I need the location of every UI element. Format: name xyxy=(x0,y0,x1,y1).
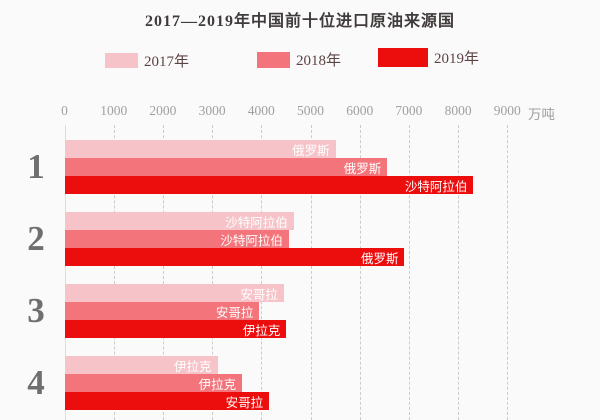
legend-item-2017: 2017年 xyxy=(105,50,189,71)
bar-country-label: 伊拉克 xyxy=(198,377,237,392)
axis-baseline xyxy=(64,125,66,420)
gridline xyxy=(162,125,164,420)
legend-swatch-2017 xyxy=(105,53,138,68)
legend-swatch-2018 xyxy=(257,51,290,68)
bar-country-label: 伊拉克 xyxy=(174,359,212,374)
rank-label: 3 xyxy=(27,291,45,330)
axis-tick: 2000 xyxy=(149,103,177,118)
bar-country-label: 安哥拉 xyxy=(225,395,264,410)
bar-2018: 安哥拉 xyxy=(65,302,260,320)
gridline xyxy=(261,125,263,420)
gridline xyxy=(458,125,460,420)
legend: 2017年 2018年 2019年 xyxy=(0,45,600,71)
gridline xyxy=(507,125,509,420)
axis-unit-label: 万吨 xyxy=(528,107,555,122)
bar-2018: 俄罗斯 xyxy=(65,158,388,176)
gridline xyxy=(310,125,312,420)
legend-item-2018: 2018年 xyxy=(257,49,341,70)
rank-label: 4 xyxy=(27,363,45,402)
bar-country-label: 伊拉克 xyxy=(242,323,281,338)
rank-label: 2 xyxy=(27,219,45,258)
x-axis: 0 1000 2000 3000 4000 5000 6000 7000 8000 9000 万吨 xyxy=(0,103,600,123)
gridline xyxy=(408,125,410,420)
gridline xyxy=(113,125,115,420)
bar-country-label: 安哥拉 xyxy=(215,305,254,320)
bar-2018: 伊拉克 xyxy=(65,374,243,392)
rank-label: 1 xyxy=(27,147,45,186)
legend-label-2017: 2017年 xyxy=(144,54,190,70)
axis-tick: 7000 xyxy=(395,103,423,118)
axis-tick: 6000 xyxy=(346,103,374,118)
bar-2018: 沙特阿拉伯 xyxy=(65,230,289,248)
legend-swatch-2019 xyxy=(378,48,428,67)
bar-2019: 伊拉克 xyxy=(65,320,287,338)
bar-country-label: 沙特阿拉伯 xyxy=(225,215,288,230)
axis-tick: 9000 xyxy=(493,103,521,118)
legend-label-2019: 2019年 xyxy=(434,51,480,67)
bar-country-label: 安哥拉 xyxy=(240,287,278,302)
axis-tick: 3000 xyxy=(198,103,226,118)
bar-2017: 安哥拉 xyxy=(65,284,284,302)
bar-2019: 安哥拉 xyxy=(65,392,270,410)
bar-2017: 沙特阿拉伯 xyxy=(65,212,294,230)
axis-tick: 0 xyxy=(61,103,68,118)
axis-tick: 1000 xyxy=(100,103,128,118)
axis-tick: 5000 xyxy=(297,103,324,118)
bar-country-label: 俄罗斯 xyxy=(343,161,382,176)
axis-tick: 8000 xyxy=(444,103,472,118)
bar-2017: 伊拉克 xyxy=(65,356,218,374)
gridline xyxy=(359,125,361,420)
legend-label-2018: 2018年 xyxy=(296,53,342,69)
bar-2019: 俄罗斯 xyxy=(65,248,405,266)
gridline xyxy=(212,125,214,420)
bar-country-label: 俄罗斯 xyxy=(360,251,399,266)
bar-2019: 沙特阿拉伯 xyxy=(65,176,474,194)
bar-2017: 俄罗斯 xyxy=(65,140,336,158)
bar-country-label: 沙特阿拉伯 xyxy=(404,179,468,194)
chart-title: 2017—2019年中国前十位进口原油来源国 xyxy=(144,13,455,30)
legend-item-2019: 2019年 xyxy=(378,47,479,68)
bar-country-label: 沙特阿拉伯 xyxy=(220,233,283,248)
bar-country-label: 俄罗斯 xyxy=(292,143,330,158)
axis-tick: 4000 xyxy=(247,103,275,118)
